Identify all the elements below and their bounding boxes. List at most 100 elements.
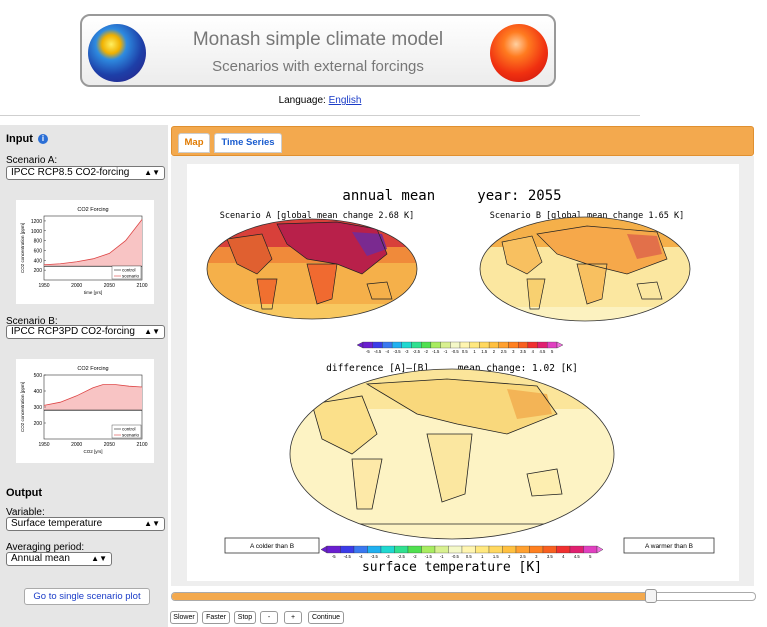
difference-title: difference [A]–[B] mean change: 1.02 [K] — [326, 363, 578, 374]
output-heading: Output — [6, 487, 43, 499]
colorbar-tick-label: -3.5 — [371, 554, 379, 559]
colorbar-bin — [367, 545, 382, 554]
colorbar-bin — [461, 545, 476, 554]
y-tick-label: 400 — [34, 389, 43, 395]
colorbar-bin — [362, 341, 373, 349]
language-link[interactable]: English — [328, 95, 362, 106]
colorbar-bin — [430, 341, 441, 349]
bottom-axis-label: surface temperature [K] — [362, 560, 542, 575]
colorbar-tick-label: -1 — [444, 349, 448, 354]
colder-label: A colder than B — [250, 543, 294, 550]
x-tick-label: 2050 — [104, 283, 115, 289]
colorbar-bin — [440, 341, 451, 349]
colorbar-tick-label: 4.5 — [540, 349, 546, 354]
x-axis-label: time [yrs] — [84, 290, 102, 295]
colorbar-tick-label: 4 — [562, 554, 565, 559]
colder-legend-box: A colder than B — [224, 537, 320, 554]
colorbar-bin — [556, 545, 571, 554]
scenario-line — [43, 219, 143, 266]
x-tick-label: 2100 — [136, 283, 147, 289]
slower-button[interactable]: Slower — [170, 611, 198, 624]
language-label: Language: — [278, 95, 326, 106]
bottom-colorbar: -5 -4.5 -4 -3.5 -3 -2.5 -2 -1.5 -1 -0.5 0.5 1 1.5 2 2.… — [320, 545, 604, 559]
colorbar-bin — [475, 545, 490, 554]
colorbar-tick-label: 2.5 — [520, 554, 526, 559]
year-slider-fill — [172, 593, 651, 600]
colorbar-bin — [353, 545, 368, 554]
colorbar-bin — [547, 341, 558, 349]
plus-button[interactable]: + — [284, 611, 302, 624]
colorbar-bin — [498, 341, 509, 349]
scenario-a-chart-svg: CO2 Forcing 200 400 600 800 1000 1200 1950 2000 2… — [20, 207, 148, 295]
continue-button[interactable]: Continue — [308, 611, 344, 624]
y-tick-label: 1000 — [31, 229, 42, 235]
x-tick-label: 2000 — [71, 283, 82, 289]
colorbar-tick-label: -5 — [366, 349, 370, 354]
colorbar-tick-label: 1 — [481, 554, 484, 559]
colorbar-tick-label: -4.5 — [374, 349, 382, 354]
select-arrows-icon: ▲▼ — [144, 168, 160, 177]
colorbar-bin — [502, 545, 517, 554]
tab-map[interactable]: Map — [178, 133, 210, 153]
colorbar-bin — [542, 545, 557, 554]
colorbar-max-arrow — [556, 341, 564, 349]
select-arrows-icon: ▲▼ — [91, 554, 107, 563]
faster-button[interactable]: Faster — [202, 611, 230, 624]
scenario-a-select[interactable]: IPCC RCP8.5 CO2-forcing ▲▼ — [6, 166, 165, 180]
banner-title: Monash simple climate model — [192, 29, 444, 50]
warmer-label: A warmer than B — [645, 543, 693, 550]
colorbar-tick-label: 5 — [551, 349, 554, 354]
legend-scenario: scenario — [122, 433, 140, 438]
map-panel: annual mean year: 2055 Scenario A [globa… — [187, 164, 739, 581]
colorbar-bin — [479, 341, 490, 349]
scenario-b-select[interactable]: IPCC RCP3PD CO2-forcing ▲▼ — [6, 325, 165, 339]
divider — [0, 115, 640, 116]
x-tick-label: 2050 — [104, 442, 115, 448]
year-slider-track[interactable] — [171, 592, 756, 601]
stop-button[interactable]: Stop — [234, 611, 256, 624]
y-tick-label: 500 — [34, 373, 43, 379]
year-slider-handle[interactable] — [644, 589, 657, 603]
colorbar-bin — [380, 545, 395, 554]
colorbar-tick-label: -1 — [440, 554, 444, 559]
colorbar-bin — [421, 341, 432, 349]
legend-scenario: scenario — [122, 274, 140, 279]
legend-control: control — [122, 268, 136, 273]
single-scenario-button[interactable]: Go to single scenario plot — [24, 588, 150, 605]
colorbar-tick-label: 4.5 — [574, 554, 580, 559]
map-frame: annual mean year: 2055 Scenario A [globa… — [171, 156, 754, 586]
colorbar-tick-label: -0.5 — [452, 349, 460, 354]
colorbar-bin — [529, 545, 544, 554]
averaging-select[interactable]: Annual mean ▲▼ — [6, 552, 112, 566]
y-tick-label: 400 — [34, 258, 43, 264]
y-tick-label: 200 — [34, 268, 43, 274]
y-tick-label: 200 — [34, 421, 43, 427]
minus-button[interactable]: - — [260, 611, 278, 624]
colorbar-tick-label: -4.5 — [344, 554, 352, 559]
colorbar-bin — [372, 341, 383, 349]
variable-select[interactable]: Surface temperature ▲▼ — [6, 517, 165, 531]
colorbar-bin — [450, 341, 461, 349]
colorbar-bin — [527, 341, 538, 349]
colorbar-tick-label: 2.5 — [501, 349, 507, 354]
y-tick-label: 1200 — [31, 219, 42, 225]
colorbar-tick-label: -2.5 — [413, 349, 421, 354]
colorbar-bin — [448, 545, 463, 554]
colorbar-tick-label: 3 — [512, 349, 515, 354]
colorbar-bin — [411, 341, 422, 349]
colorbar-tick-label: -2.5 — [398, 554, 406, 559]
x-tick-label: 1950 — [38, 283, 49, 289]
colorbar-tick-label: 5 — [589, 554, 592, 559]
x-tick-label: 2100 — [136, 442, 147, 448]
tab-time-series[interactable]: Time Series — [214, 133, 282, 153]
colorbar-bin — [391, 341, 402, 349]
legend-control: control — [122, 427, 136, 432]
y-tick-label: 600 — [34, 248, 43, 254]
language-row: Language: English — [0, 95, 640, 106]
scenario-a-value: IPCC RCP8.5 CO2-forcing — [11, 167, 130, 178]
y-tick-label: 800 — [34, 239, 43, 245]
variable-label: Variable: — [6, 507, 45, 518]
info-icon[interactable]: i — [38, 134, 48, 144]
colorbar-tick-label: -1.5 — [425, 554, 433, 559]
